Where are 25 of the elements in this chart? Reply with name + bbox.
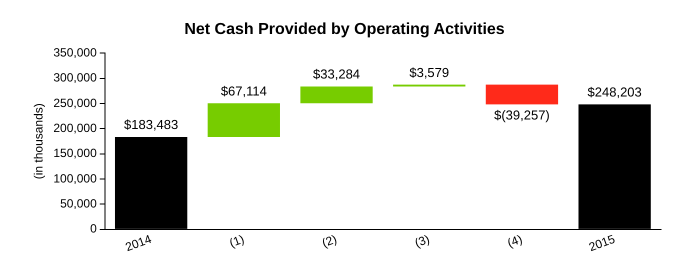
bar: [208, 103, 280, 137]
y-tick-label: 250,000: [53, 96, 98, 110]
y-tick-label: 0: [90, 222, 98, 236]
x-tick-label: (1): [227, 232, 246, 250]
y-tick-label: 100,000: [53, 171, 98, 186]
bar: [486, 84, 558, 104]
x-tick-label: 2014: [123, 232, 154, 254]
bar: [300, 86, 373, 104]
data-label: $33,284: [313, 66, 360, 82]
chart-title: Net Cash Provided by Operating Activities: [184, 21, 505, 38]
y-axis-title: (in thousands): [32, 103, 46, 180]
x-tick-label: (2): [320, 232, 339, 250]
x-tick-label: (3): [412, 232, 432, 250]
x-tick-label: 2015: [586, 232, 618, 254]
data-label: $3,579: [409, 64, 450, 80]
data-label: $67,114: [220, 83, 267, 98]
data-label: $183,483: [124, 117, 178, 132]
y-tick-label: 300,000: [53, 70, 98, 85]
y-tick-label: 50,000: [60, 196, 98, 210]
y-tick-label: 200,000: [53, 121, 98, 135]
data-label: $(39,257): [494, 108, 550, 123]
y-tick-label: 150,000: [53, 146, 98, 160]
data-label: $248,203: [588, 84, 642, 100]
y-tick-label: 350,000: [53, 46, 98, 60]
x-tick-label: (4): [506, 232, 524, 250]
